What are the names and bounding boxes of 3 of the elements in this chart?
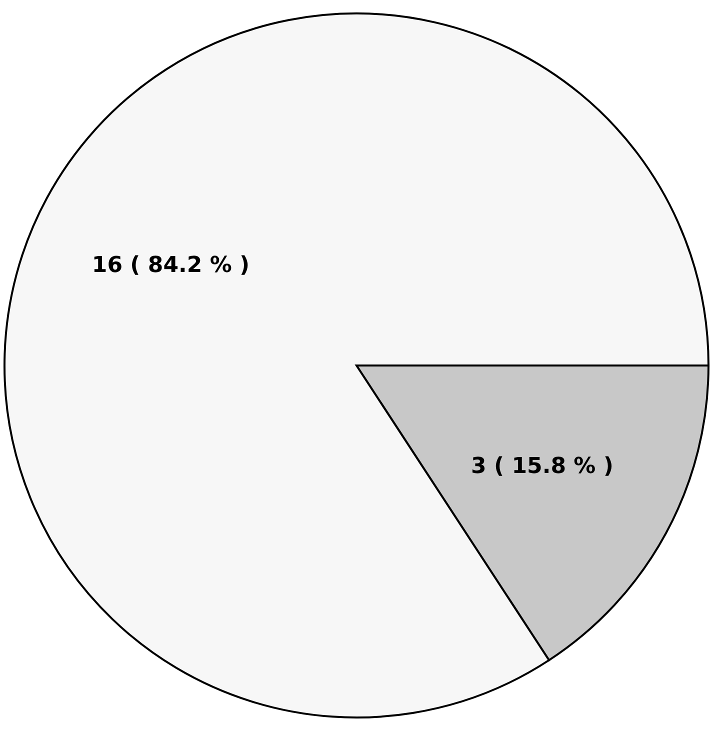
pie-slice <box>4 12 710 718</box>
data-label: 3 ( 15.8 % ) <box>471 454 614 480</box>
data-label: 16 ( 84.2 % ) <box>92 252 250 278</box>
